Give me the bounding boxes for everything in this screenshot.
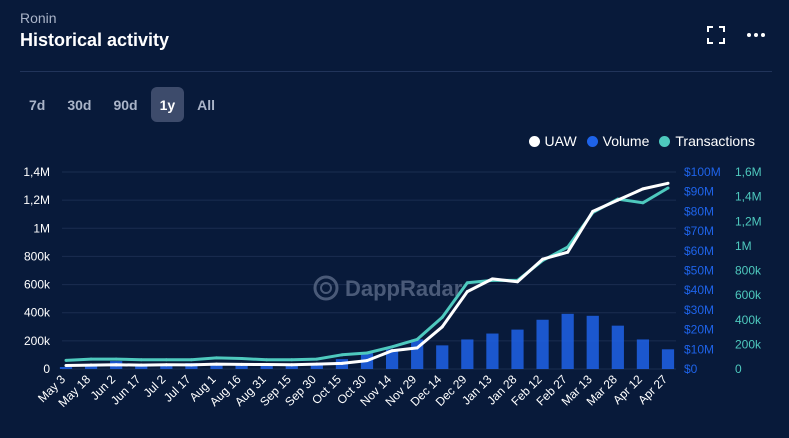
dappradar-logo-inner — [320, 282, 332, 294]
volume-axis-tick-label: $70M — [684, 224, 714, 238]
left-axis-tick-label: 1M — [33, 221, 50, 235]
volume-bar — [160, 365, 173, 369]
volume-axis-tick-label: $30M — [684, 303, 714, 317]
more-horizontal-icon[interactable] — [745, 24, 767, 46]
volume-bar — [611, 325, 624, 369]
volume-axis-tick-label: $60M — [684, 244, 714, 258]
volume-bar — [661, 349, 675, 369]
legend-dot-uaw — [528, 135, 540, 147]
transactions-point — [215, 356, 218, 360]
volume-axis-tick-label: $90M — [684, 185, 714, 199]
transactions-point — [139, 358, 143, 362]
transactions-axis-tick-label: 600k — [735, 288, 762, 302]
volume-axis-tick-label: $0 — [684, 362, 698, 376]
volume-bar — [586, 315, 599, 369]
left-axis-tick-label: 1,2M — [23, 193, 50, 207]
volume-bar — [210, 365, 223, 369]
header-divider — [20, 71, 772, 72]
left-axis-tick-label: 600k — [24, 278, 51, 292]
legend-dot-volume — [586, 135, 598, 147]
transactions-point — [315, 357, 319, 361]
transactions-axis-tick-label: 0 — [735, 362, 742, 376]
dappradar-logo-icon — [313, 275, 339, 301]
volume-bar — [385, 349, 399, 369]
transactions-axis-tick-label: 200k — [735, 337, 762, 351]
volume-axis-tick-label: $40M — [684, 283, 714, 297]
x-axis-tick-label: Apr 27 — [635, 372, 670, 407]
tab-1y[interactable]: 1y — [150, 87, 185, 122]
volume-bar — [59, 367, 73, 369]
tab-30d[interactable]: 30d — [67, 96, 92, 113]
volume-bar — [84, 365, 98, 369]
transactions-point — [415, 337, 419, 341]
time-range-tabs: 7d 30d 90d 1y All — [20, 87, 224, 122]
transactions-axis-tick-label: 1,6M — [735, 165, 762, 179]
expand-icon[interactable] — [705, 24, 727, 46]
volume-axis-tick-label: $50M — [684, 264, 714, 278]
legend-dot-transactions — [659, 135, 671, 147]
volume-bar — [561, 313, 574, 369]
transactions-point — [64, 358, 68, 362]
page-title: Historical activity — [20, 30, 170, 50]
volume-bar — [486, 333, 499, 369]
transactions-point — [390, 345, 394, 349]
volume-bar — [285, 365, 298, 369]
uaw-line — [65, 181, 669, 367]
legend-item-uaw[interactable]: UAW — [528, 133, 577, 149]
volume-bar — [536, 319, 549, 369]
volume-axis-tick-label: $100M — [684, 165, 721, 179]
transactions-axis-tick-label: 400k — [735, 313, 762, 327]
volume-axis-tick-label: $20M — [684, 323, 714, 337]
transactions-point — [189, 358, 193, 362]
volume-axis-tick-label: $80M — [684, 204, 714, 218]
transactions-point — [240, 357, 244, 361]
legend-label-transactions: Transactions — [675, 133, 755, 149]
left-axis-tick-label: 0 — [43, 362, 50, 376]
transactions-point — [114, 357, 118, 361]
transactions-point — [365, 351, 369, 355]
volume-bar — [235, 365, 248, 369]
header-actions — [705, 24, 767, 46]
transactions-line — [65, 186, 669, 362]
chain-name: Ronin — [20, 10, 57, 26]
watermark-text: DappRadar — [345, 276, 463, 301]
volume-bar — [260, 365, 273, 369]
transactions-axis-tick-label: 800k — [735, 264, 762, 278]
x-axis-tick-label: Jul 17 — [161, 372, 194, 405]
transactions-point — [566, 245, 570, 249]
transactions-point — [340, 353, 344, 357]
transactions-point — [641, 201, 645, 205]
left-axis-tick-label: 1,4M — [23, 165, 50, 179]
legend-label-uaw: UAW — [544, 133, 577, 149]
tab-7d[interactable]: 7d — [29, 96, 46, 113]
volume-bar — [461, 339, 474, 369]
transactions-point — [440, 315, 444, 319]
legend-label-volume: Volume — [602, 133, 650, 149]
transactions-point — [89, 357, 93, 361]
transactions-point — [465, 281, 469, 285]
left-axis-tick-label: 200k — [24, 334, 51, 348]
legend-item-volume[interactable]: Volume — [586, 133, 650, 149]
left-axis-tick-label: 800k — [24, 249, 51, 263]
tab-all[interactable]: All — [197, 96, 216, 113]
legend-item-transactions[interactable]: Transactions — [659, 133, 755, 149]
transactions-point — [164, 358, 168, 362]
volume-bar — [436, 345, 449, 369]
left-axis-tick-label: 400k — [24, 306, 51, 320]
volume-bar — [511, 329, 524, 369]
transactions-point — [290, 358, 294, 362]
transactions-axis-tick-label: 1M — [735, 239, 752, 253]
transactions-axis-tick-label: 1,2M — [735, 214, 762, 228]
transactions-point — [666, 186, 670, 190]
transactions-axis-tick-label: 1,4M — [735, 190, 762, 204]
tab-90d[interactable]: 90d — [113, 96, 138, 113]
chart-legend: UAW Volume Transactions — [528, 133, 755, 149]
volume-axis-tick-label: $10M — [684, 342, 714, 356]
volume-bar — [310, 363, 323, 369]
transactions-point — [265, 358, 269, 362]
volume-bar — [135, 365, 148, 369]
volume-bar — [636, 339, 650, 369]
